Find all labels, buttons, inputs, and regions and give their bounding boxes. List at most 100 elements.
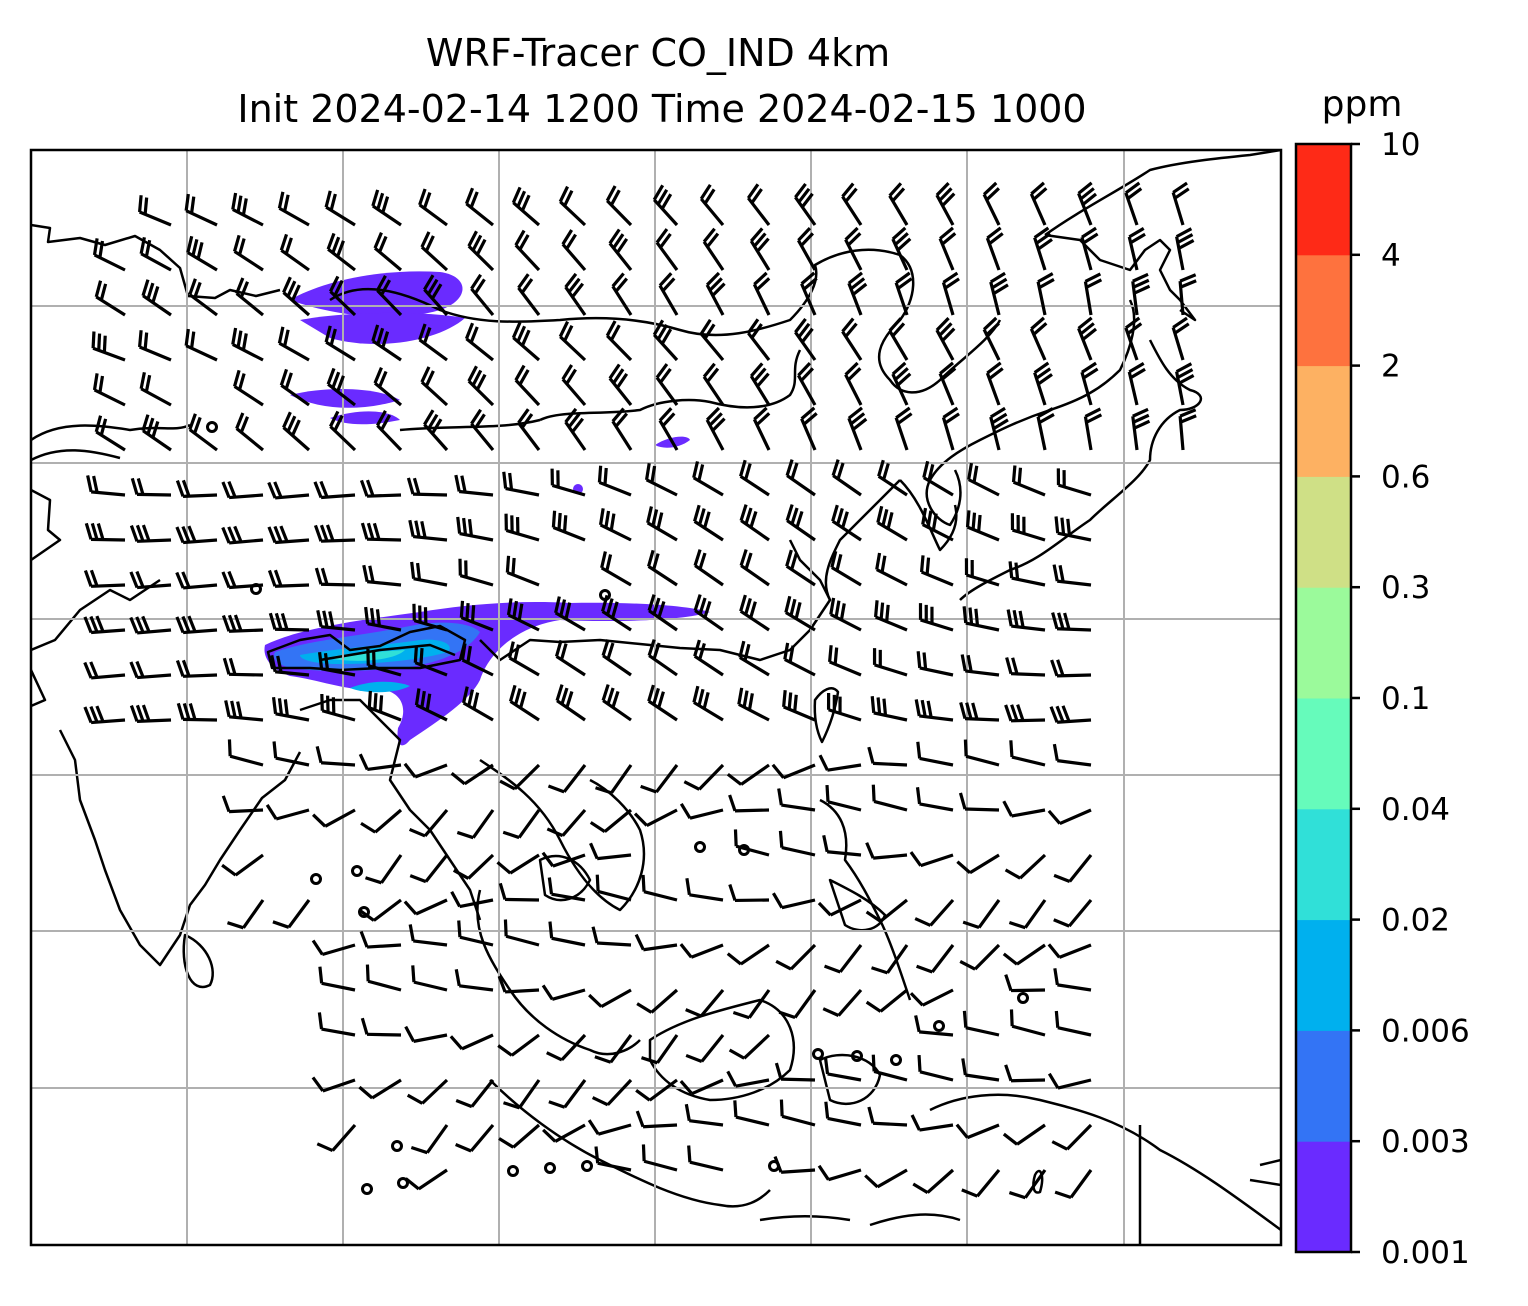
wind-barb xyxy=(326,367,356,407)
wind-barb xyxy=(1052,564,1092,587)
wind-barb xyxy=(546,808,587,838)
wind-barb xyxy=(414,688,448,722)
wind-barb xyxy=(647,594,678,632)
wind-barb xyxy=(129,570,172,590)
wind-barb xyxy=(594,1146,632,1172)
wind-barb xyxy=(608,363,633,406)
wind-barb xyxy=(1124,316,1143,361)
wind-barb xyxy=(652,184,679,227)
wind-barb xyxy=(705,406,726,451)
wind-barb xyxy=(1127,362,1146,406)
wind-barb xyxy=(412,603,448,632)
wind-barb xyxy=(547,764,587,794)
wind-barb xyxy=(409,854,449,884)
wind-barb xyxy=(728,794,770,813)
wind-barb xyxy=(227,739,264,767)
wind-barb xyxy=(955,1123,1000,1140)
wind-barb xyxy=(1051,612,1092,632)
wind-barb xyxy=(314,567,356,587)
wind-barb xyxy=(867,746,908,767)
wind-barb xyxy=(455,1123,495,1153)
wind-barb xyxy=(778,830,816,857)
wind-barb xyxy=(467,230,495,272)
wind-barb xyxy=(679,803,724,820)
colorbar-tick-label: 4 xyxy=(1381,238,1401,274)
wind-barb xyxy=(822,835,862,857)
wind-barb xyxy=(1053,898,1093,928)
wind-barb xyxy=(454,474,494,497)
wind-barb xyxy=(647,639,678,677)
wind-barb xyxy=(1175,227,1195,271)
wind-barb xyxy=(784,595,816,632)
calm-circle xyxy=(310,873,322,885)
wind-barb xyxy=(658,272,679,316)
wind-barb xyxy=(891,226,912,271)
wind-barb xyxy=(324,190,356,227)
wind-barb xyxy=(91,331,126,362)
wind-barb xyxy=(647,549,678,587)
wind-barb xyxy=(1036,407,1055,451)
wind-barb xyxy=(728,884,770,903)
wind-barb xyxy=(634,933,678,952)
wind-barb xyxy=(726,1070,770,1088)
colorbar-band xyxy=(1296,808,1351,921)
wind-barb xyxy=(960,654,1000,677)
wind-barb xyxy=(499,763,541,791)
wind-barb xyxy=(778,989,817,1020)
wind-barb xyxy=(785,549,816,587)
wind-barb xyxy=(775,943,817,971)
wind-barb xyxy=(541,984,586,1001)
wind-barb xyxy=(726,943,770,966)
wind-barb xyxy=(847,406,868,451)
wind-barb xyxy=(1033,226,1053,271)
wind-barb xyxy=(817,1164,862,1182)
wind-barb xyxy=(1124,181,1143,226)
calm-circle xyxy=(206,421,218,433)
wind-barb xyxy=(916,651,954,677)
wind-barb xyxy=(311,939,356,957)
wind-barb xyxy=(222,657,264,677)
wind-barb xyxy=(982,181,1001,226)
wind-barb xyxy=(141,414,172,452)
wind-barb xyxy=(870,696,908,722)
wind-barb xyxy=(232,369,264,407)
colorbar-ticks: 0.001 0.003 0.006 0.02 0.04 0.1 0.3 0.6 2 4 10 xyxy=(1351,127,1470,1271)
wind-barb xyxy=(1053,968,1092,992)
wind-barb xyxy=(311,808,356,828)
wind-barb xyxy=(800,271,818,316)
wind-barb xyxy=(732,989,771,1020)
wind-barb xyxy=(746,318,771,361)
wind-barb xyxy=(410,561,448,587)
wind-barb xyxy=(655,363,679,406)
wind-barb xyxy=(871,944,909,975)
title-line-1: WRF-Tracer CO_IND 4km xyxy=(426,31,890,75)
wind-barb xyxy=(462,686,494,722)
wind-barb xyxy=(865,842,908,860)
wind-barb xyxy=(1004,853,1047,880)
wind-barb xyxy=(367,690,402,722)
wind-barb xyxy=(375,275,403,317)
wind-barb xyxy=(831,459,862,497)
wind-barb xyxy=(318,651,356,677)
wind-barb xyxy=(597,465,632,497)
calm-circle xyxy=(1017,992,1029,1004)
wind-barb xyxy=(652,319,679,362)
wind-barb xyxy=(184,193,218,227)
wind-barb xyxy=(728,1033,771,1060)
wind-barb xyxy=(894,406,913,451)
calm-circle xyxy=(544,1162,556,1174)
colorbar-band xyxy=(1296,1030,1351,1142)
wind-barb xyxy=(1036,272,1055,316)
wind-barb xyxy=(865,898,909,923)
wind-barb xyxy=(271,697,310,722)
wind-barb xyxy=(514,229,541,272)
wind-barb xyxy=(826,693,862,722)
wind-barb xyxy=(1083,407,1103,451)
wind-barb xyxy=(914,898,955,927)
wind-barb xyxy=(1178,408,1197,451)
wind-barb xyxy=(94,415,126,452)
wind-barb xyxy=(891,361,912,406)
title-line-2: Init 2024-02-14 1200 Time 2024-02-15 100… xyxy=(237,87,1086,131)
wind-barb xyxy=(455,1079,495,1109)
wind-barb xyxy=(693,639,724,677)
